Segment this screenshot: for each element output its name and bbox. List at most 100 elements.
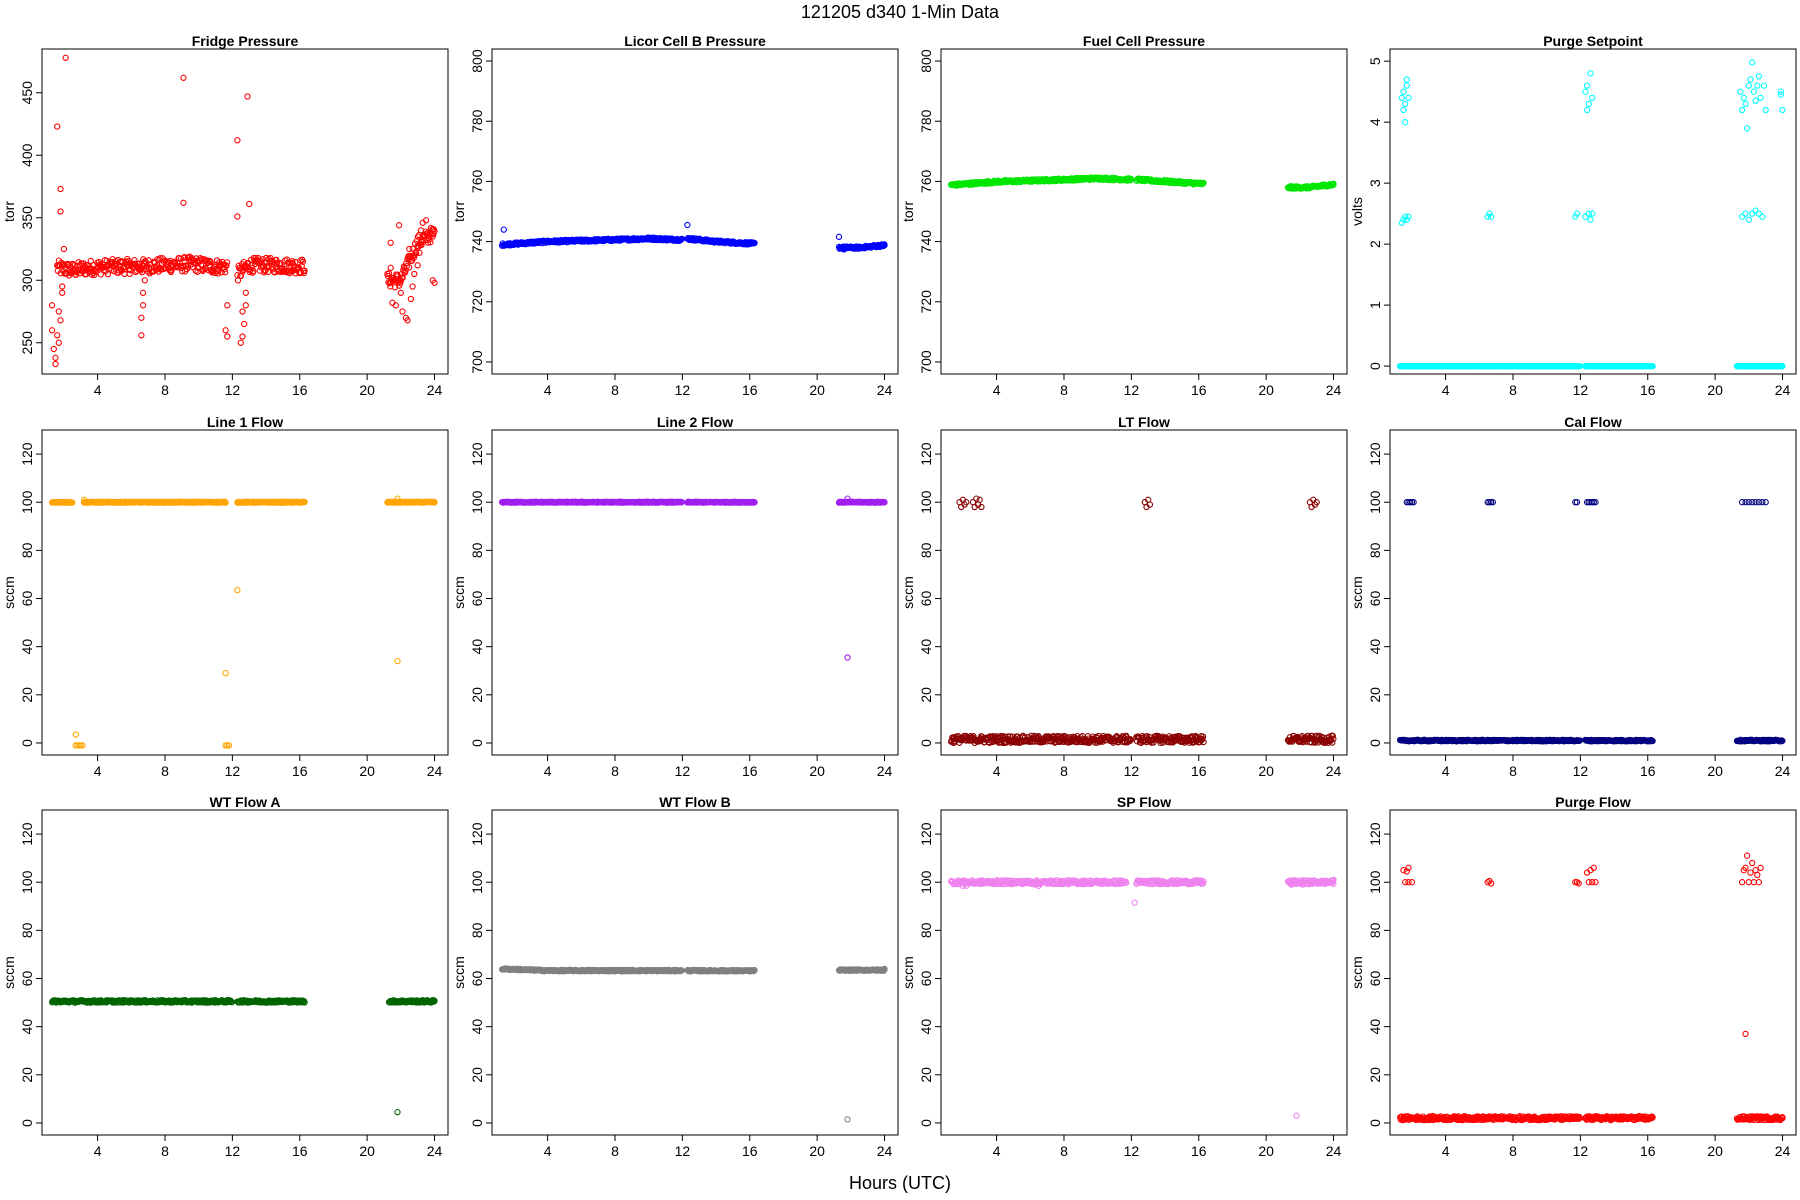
x-tick-label: 8 [1060, 763, 1068, 779]
data-point-outlier [1583, 82, 1591, 89]
panel-title: Fuel Cell Pressure [1083, 33, 1205, 49]
x-tick-label: 4 [993, 763, 1001, 779]
data-point-outlier [1583, 106, 1591, 114]
data-point-outlier [1403, 76, 1410, 83]
y-axis-label: sccm [451, 576, 467, 609]
data-point-outlier [1752, 499, 1759, 506]
data-point-outlier [1749, 210, 1756, 217]
x-tick-label: 12 [675, 763, 691, 779]
x-tick-label: 24 [427, 382, 443, 398]
data-point-outlier [62, 54, 69, 61]
data-point [1779, 362, 1786, 370]
data-point-outlier [52, 360, 59, 368]
data-point [1329, 732, 1336, 739]
data-point [69, 499, 76, 506]
y-tick-label: 40 [1367, 639, 1383, 655]
y-tick-label: 100 [1367, 490, 1383, 514]
x-tick-label: 4 [544, 763, 552, 779]
data-point-outlier [234, 586, 241, 594]
data-point-outlier [244, 93, 251, 100]
y-tick-label: 120 [469, 442, 485, 466]
data-point-outlier [1313, 499, 1320, 506]
data-point [1779, 737, 1786, 744]
data-point-outlier [1745, 499, 1752, 506]
data-point-outlier [1749, 59, 1756, 66]
y-tick-label: 720 [918, 290, 934, 314]
y-tick-label: 20 [469, 1067, 485, 1083]
data-point-outlier [1742, 210, 1749, 217]
data-point-outlier [387, 264, 394, 271]
data-point-outlier [1398, 94, 1405, 101]
x-tick-label: 12 [225, 763, 241, 779]
data-point-outlier [1750, 88, 1758, 95]
y-tick-label: 20 [469, 687, 485, 703]
data-point [250, 268, 257, 275]
y-axis-label: torr [1, 201, 17, 222]
data-point-outlier [234, 213, 241, 220]
x-tick-label: 4 [1442, 382, 1450, 398]
data-point-outlier [1742, 499, 1749, 506]
y-axis-label: volts [1349, 197, 1365, 226]
plot-frame [1389, 429, 1797, 756]
data-point [1127, 736, 1135, 744]
data-point-outlier [80, 496, 88, 503]
data-point [177, 255, 185, 262]
data-points [48, 495, 438, 749]
y-tick-label: 0 [19, 739, 35, 747]
data-point-outlier [222, 669, 229, 677]
y-axis-label: sccm [1, 956, 17, 989]
plot-frame [940, 429, 1348, 756]
data-point [61, 261, 68, 268]
y-tick-label: 4 [1367, 118, 1383, 126]
data-point-outlier [395, 222, 403, 229]
data-point-outlier [844, 654, 851, 661]
data-point [1649, 737, 1656, 745]
data-point-outlier [394, 1108, 401, 1116]
data-point-outlier [54, 123, 61, 130]
x-tick-label: 12 [675, 1143, 691, 1159]
data-point [751, 239, 758, 247]
data-point [301, 267, 308, 274]
data-point [214, 270, 222, 277]
data-point-outlier [1762, 499, 1769, 506]
data-point [126, 270, 133, 278]
data-point-outlier [1742, 100, 1749, 108]
x-tick-label: 20 [1258, 382, 1274, 398]
data-point-outlier [237, 339, 244, 346]
x-tick-label: 16 [742, 763, 758, 779]
data-point [131, 257, 138, 264]
data-point-outlier [54, 332, 61, 339]
data-point-outlier [414, 262, 421, 269]
data-points [947, 174, 1337, 192]
data-point [751, 499, 758, 506]
data-point [87, 257, 94, 265]
data-point-outlier [57, 317, 64, 324]
x-tick-label: 24 [1775, 382, 1791, 398]
panel-title: WT Flow A [209, 794, 280, 810]
data-point-outlier [1592, 499, 1599, 506]
y-tick-label: 80 [1367, 542, 1383, 558]
data-point-outlier [417, 227, 425, 234]
data-point-outlier [392, 302, 399, 309]
data-point-outlier [225, 742, 233, 749]
data-point [258, 259, 265, 266]
x-tick-label: 20 [809, 382, 825, 398]
data-point-outlier [1749, 499, 1756, 506]
data-point-outlier [500, 226, 507, 233]
data-point [223, 259, 231, 266]
data-point [299, 258, 307, 265]
data-point-outlier [224, 333, 231, 340]
data-point-outlier [222, 327, 229, 334]
panel-title: Licor Cell B Pressure [624, 33, 766, 49]
plot-frame [491, 809, 899, 1136]
data-point-outlier [242, 302, 249, 309]
x-tick-label: 8 [161, 763, 169, 779]
data-point-outlier [1587, 216, 1594, 223]
data-point-outlier [1402, 100, 1409, 108]
data-point [280, 268, 288, 275]
y-tick-label: 2 [1367, 240, 1383, 248]
x-tick-label: 8 [611, 382, 619, 398]
